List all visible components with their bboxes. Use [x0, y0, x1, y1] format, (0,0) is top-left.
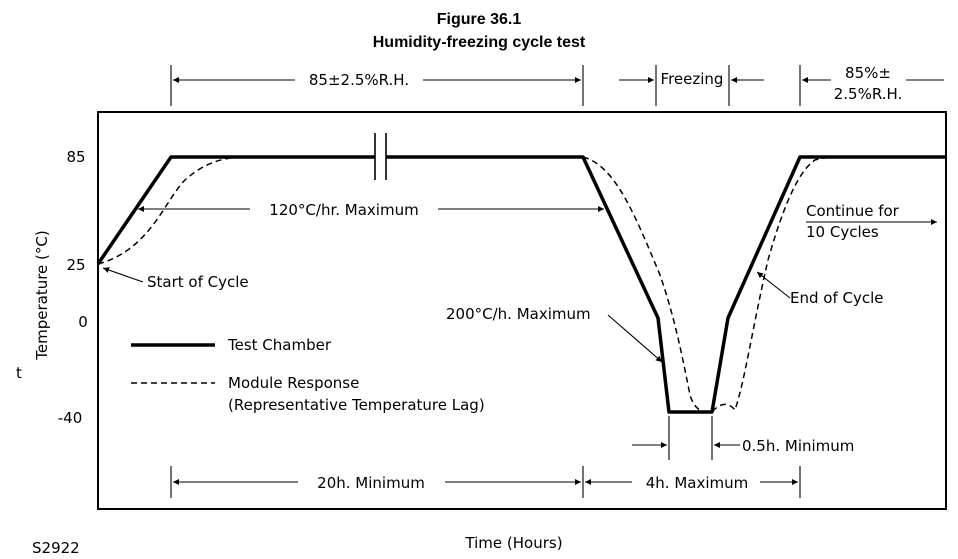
start-of-cycle-annotation: Start of Cycle	[102, 267, 249, 291]
x-axis-label: Time (Hours)	[464, 534, 562, 552]
freeze-duration-label: 4h. Maximum	[646, 474, 749, 492]
ramp-down-annotation: 200°C/h. Maximum	[446, 305, 663, 363]
module-response-curve	[97, 156, 246, 265]
humidity-right-label-2: 2.5%R.H.	[834, 85, 903, 103]
figure-code: S2922	[32, 539, 80, 557]
continue-annotation: Continue for 10 Cycles	[806, 202, 937, 241]
end-of-cycle-label: End of Cycle	[790, 289, 884, 307]
legend-module-label-1: Module Response	[228, 374, 359, 392]
ramp-up-annotation: 120°C/hr. Maximum	[138, 201, 604, 219]
legend-module-label-2: (Representative Temperature Lag)	[228, 396, 485, 414]
dwell-label: 0.5h. Minimum	[742, 437, 854, 455]
humidity-right-dimension: 85%± 2.5%R.H.	[799, 64, 944, 106]
freezing-dimension: Freezing	[619, 65, 764, 106]
continue-label-1: Continue for	[806, 202, 900, 220]
y-tick-25: 25	[66, 256, 85, 274]
y-tick-0: 0	[78, 313, 88, 331]
humidity-duration-label: 20h. Minimum	[317, 474, 425, 492]
y-axis-label: Temperature (°C)	[33, 230, 51, 360]
ramp-up-label: 120°C/hr. Maximum	[269, 201, 418, 219]
plot-frame	[97, 111, 947, 510]
dwell-annotation: 0.5h. Minimum	[632, 416, 854, 460]
humidity-top-label: 85±2.5%R.H.	[309, 71, 409, 89]
start-of-cycle-label: Start of Cycle	[147, 273, 249, 291]
humidity-top-dimension: 85±2.5%R.H.	[170, 65, 584, 106]
test-chamber-curve	[96, 133, 946, 414]
continue-label-2: 10 Cycles	[806, 223, 879, 241]
end-of-cycle-annotation: End of Cycle	[756, 271, 884, 307]
figure-title: Humidity-freezing cycle test	[373, 34, 586, 51]
y-axis-prefix: t	[16, 364, 22, 382]
module-response-curve-2	[582, 156, 846, 414]
freezing-label: Freezing	[661, 70, 724, 88]
y-tick-85: 85	[66, 148, 85, 166]
legend: Test Chamber Module Response (Representa…	[131, 336, 485, 414]
bottom-dimensions: 20h. Minimum 4h. Maximum	[170, 466, 801, 498]
humidity-right-label-1: 85%±	[845, 64, 891, 82]
y-tick-minus40: -40	[58, 409, 83, 427]
figure-number: Figure 36.1	[437, 11, 522, 28]
ramp-down-label: 200°C/h. Maximum	[446, 305, 591, 323]
legend-chamber-label: Test Chamber	[227, 336, 332, 354]
